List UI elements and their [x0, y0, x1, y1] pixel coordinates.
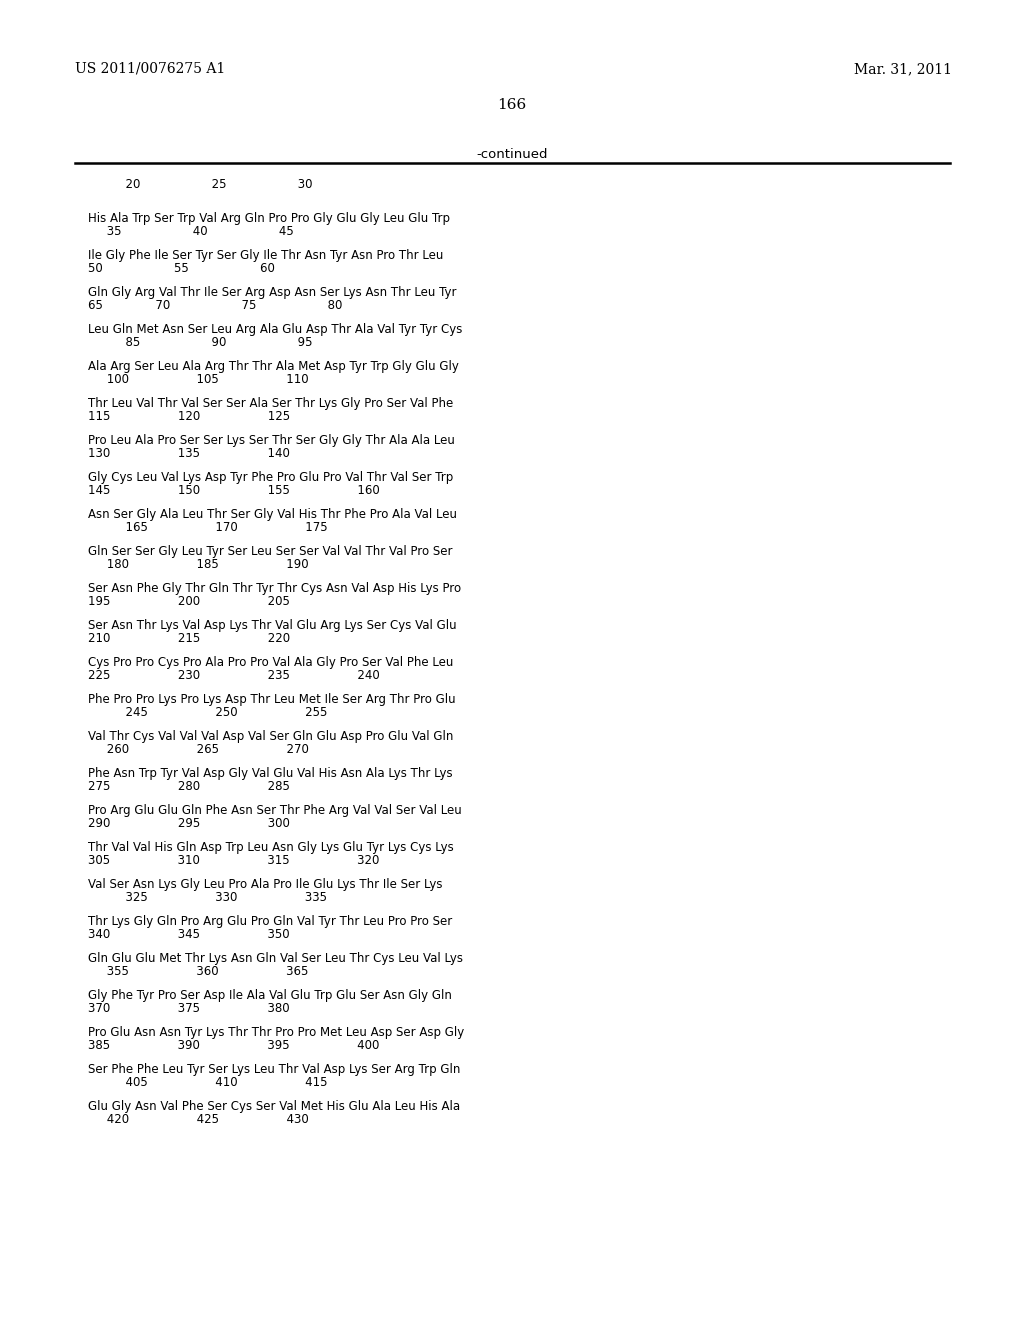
Text: Mar. 31, 2011: Mar. 31, 2011	[854, 62, 952, 77]
Text: Pro Arg Glu Glu Gln Phe Asn Ser Thr Phe Arg Val Val Ser Val Leu: Pro Arg Glu Glu Gln Phe Asn Ser Thr Phe …	[88, 804, 462, 817]
Text: US 2011/0076275 A1: US 2011/0076275 A1	[75, 62, 225, 77]
Text: 50                   55                   60: 50 55 60	[88, 261, 274, 275]
Text: Ile Gly Phe Ile Ser Tyr Ser Gly Ile Thr Asn Tyr Asn Pro Thr Leu: Ile Gly Phe Ile Ser Tyr Ser Gly Ile Thr …	[88, 249, 443, 261]
Text: 325                  330                  335: 325 330 335	[88, 891, 327, 904]
Text: 65              70                   75                   80: 65 70 75 80	[88, 300, 342, 312]
Text: 245                  250                  255: 245 250 255	[88, 706, 328, 719]
Text: 115                  120                  125: 115 120 125	[88, 411, 290, 422]
Text: Phe Pro Pro Lys Pro Lys Asp Thr Leu Met Ile Ser Arg Thr Pro Glu: Phe Pro Pro Lys Pro Lys Asp Thr Leu Met …	[88, 693, 456, 706]
Text: 85                   90                   95: 85 90 95	[88, 337, 312, 348]
Text: 20                   25                   30: 20 25 30	[88, 178, 312, 191]
Text: 165                  170                  175: 165 170 175	[88, 521, 328, 535]
Text: -continued: -continued	[476, 148, 548, 161]
Text: 305                  310                  315                  320: 305 310 315 320	[88, 854, 379, 867]
Text: 420                  425                  430: 420 425 430	[88, 1113, 309, 1126]
Text: Thr Val Val His Gln Asp Trp Leu Asn Gly Lys Glu Tyr Lys Cys Lys: Thr Val Val His Gln Asp Trp Leu Asn Gly …	[88, 841, 454, 854]
Text: Val Ser Asn Lys Gly Leu Pro Ala Pro Ile Glu Lys Thr Ile Ser Lys: Val Ser Asn Lys Gly Leu Pro Ala Pro Ile …	[88, 878, 442, 891]
Text: Gln Ser Ser Gly Leu Tyr Ser Leu Ser Ser Val Val Thr Val Pro Ser: Gln Ser Ser Gly Leu Tyr Ser Leu Ser Ser …	[88, 545, 453, 558]
Text: Ser Asn Phe Gly Thr Gln Thr Tyr Thr Cys Asn Val Asp His Lys Pro: Ser Asn Phe Gly Thr Gln Thr Tyr Thr Cys …	[88, 582, 461, 595]
Text: Thr Leu Val Thr Val Ser Ser Ala Ser Thr Lys Gly Pro Ser Val Phe: Thr Leu Val Thr Val Ser Ser Ala Ser Thr …	[88, 397, 454, 411]
Text: 225                  230                  235                  240: 225 230 235 240	[88, 669, 380, 682]
Text: 195                  200                  205: 195 200 205	[88, 595, 290, 609]
Text: 166: 166	[498, 98, 526, 112]
Text: 340                  345                  350: 340 345 350	[88, 928, 290, 941]
Text: 355                  360                  365: 355 360 365	[88, 965, 308, 978]
Text: His Ala Trp Ser Trp Val Arg Gln Pro Pro Gly Glu Gly Leu Glu Trp: His Ala Trp Ser Trp Val Arg Gln Pro Pro …	[88, 213, 450, 224]
Text: Gly Phe Tyr Pro Ser Asp Ile Ala Val Glu Trp Glu Ser Asn Gly Gln: Gly Phe Tyr Pro Ser Asp Ile Ala Val Glu …	[88, 989, 452, 1002]
Text: 290                  295                  300: 290 295 300	[88, 817, 290, 830]
Text: Thr Lys Gly Gln Pro Arg Glu Pro Gln Val Tyr Thr Leu Pro Pro Ser: Thr Lys Gly Gln Pro Arg Glu Pro Gln Val …	[88, 915, 453, 928]
Text: 275                  280                  285: 275 280 285	[88, 780, 290, 793]
Text: 100                  105                  110: 100 105 110	[88, 374, 308, 385]
Text: Asn Ser Gly Ala Leu Thr Ser Gly Val His Thr Phe Pro Ala Val Leu: Asn Ser Gly Ala Leu Thr Ser Gly Val His …	[88, 508, 457, 521]
Text: Phe Asn Trp Tyr Val Asp Gly Val Glu Val His Asn Ala Lys Thr Lys: Phe Asn Trp Tyr Val Asp Gly Val Glu Val …	[88, 767, 453, 780]
Text: Gln Glu Glu Met Thr Lys Asn Gln Val Ser Leu Thr Cys Leu Val Lys: Gln Glu Glu Met Thr Lys Asn Gln Val Ser …	[88, 952, 463, 965]
Text: Ser Phe Phe Leu Tyr Ser Lys Leu Thr Val Asp Lys Ser Arg Trp Gln: Ser Phe Phe Leu Tyr Ser Lys Leu Thr Val …	[88, 1063, 461, 1076]
Text: 145                  150                  155                  160: 145 150 155 160	[88, 484, 380, 498]
Text: 130                  135                  140: 130 135 140	[88, 447, 290, 459]
Text: 260                  265                  270: 260 265 270	[88, 743, 309, 756]
Text: 180                  185                  190: 180 185 190	[88, 558, 308, 572]
Text: Cys Pro Pro Cys Pro Ala Pro Pro Val Ala Gly Pro Ser Val Phe Leu: Cys Pro Pro Cys Pro Ala Pro Pro Val Ala …	[88, 656, 454, 669]
Text: 405                  410                  415: 405 410 415	[88, 1076, 328, 1089]
Text: Val Thr Cys Val Val Val Asp Val Ser Gln Glu Asp Pro Glu Val Gln: Val Thr Cys Val Val Val Asp Val Ser Gln …	[88, 730, 454, 743]
Text: Gly Cys Leu Val Lys Asp Tyr Phe Pro Glu Pro Val Thr Val Ser Trp: Gly Cys Leu Val Lys Asp Tyr Phe Pro Glu …	[88, 471, 454, 484]
Text: Pro Glu Asn Asn Tyr Lys Thr Thr Pro Pro Met Leu Asp Ser Asp Gly: Pro Glu Asn Asn Tyr Lys Thr Thr Pro Pro …	[88, 1026, 464, 1039]
Text: Ser Asn Thr Lys Val Asp Lys Thr Val Glu Arg Lys Ser Cys Val Glu: Ser Asn Thr Lys Val Asp Lys Thr Val Glu …	[88, 619, 457, 632]
Text: Ala Arg Ser Leu Ala Arg Thr Thr Ala Met Asp Tyr Trp Gly Glu Gly: Ala Arg Ser Leu Ala Arg Thr Thr Ala Met …	[88, 360, 459, 374]
Text: 35                   40                   45: 35 40 45	[88, 224, 294, 238]
Text: Gln Gly Arg Val Thr Ile Ser Arg Asp Asn Ser Lys Asn Thr Leu Tyr: Gln Gly Arg Val Thr Ile Ser Arg Asp Asn …	[88, 286, 457, 300]
Text: Pro Leu Ala Pro Ser Ser Lys Ser Thr Ser Gly Gly Thr Ala Ala Leu: Pro Leu Ala Pro Ser Ser Lys Ser Thr Ser …	[88, 434, 455, 447]
Text: 210                  215                  220: 210 215 220	[88, 632, 290, 645]
Text: 370                  375                  380: 370 375 380	[88, 1002, 290, 1015]
Text: Leu Gln Met Asn Ser Leu Arg Ala Glu Asp Thr Ala Val Tyr Tyr Cys: Leu Gln Met Asn Ser Leu Arg Ala Glu Asp …	[88, 323, 463, 337]
Text: Glu Gly Asn Val Phe Ser Cys Ser Val Met His Glu Ala Leu His Ala: Glu Gly Asn Val Phe Ser Cys Ser Val Met …	[88, 1100, 460, 1113]
Text: 385                  390                  395                  400: 385 390 395 400	[88, 1039, 379, 1052]
